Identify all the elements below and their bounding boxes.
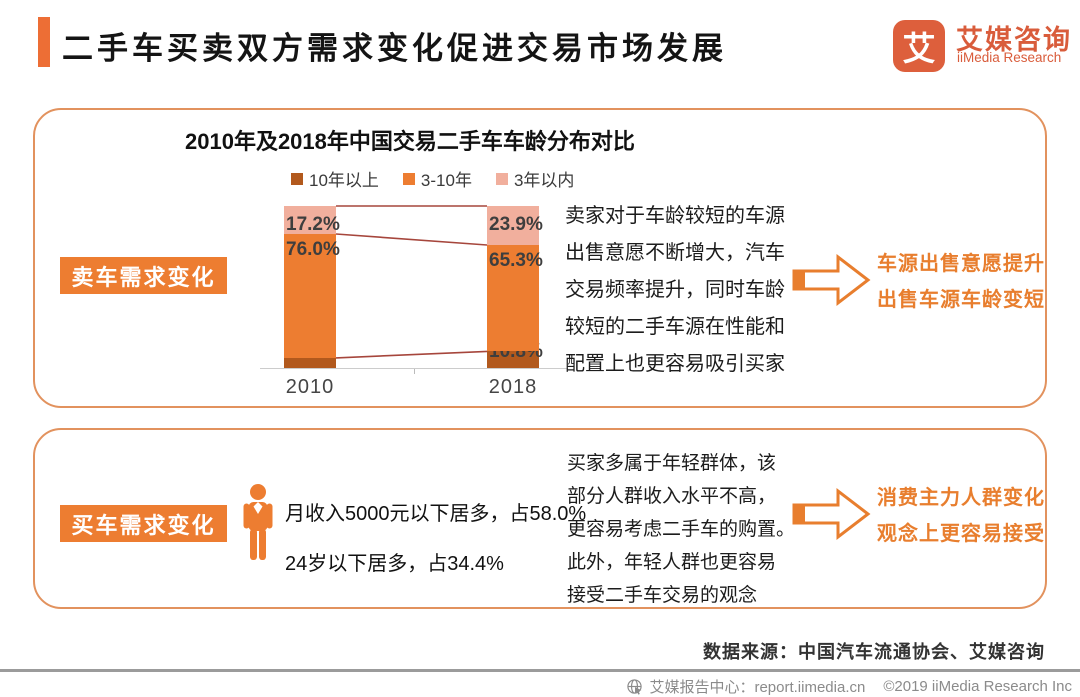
bar-value-label: 17.2%	[286, 214, 340, 235]
logo-name-cn: 艾媒咨询	[956, 25, 1072, 55]
tag-sell-demand: 卖车需求变化	[60, 257, 227, 294]
footer: 艾媒报告中心：report.iimedia.cn ©2019 iiMedia R…	[626, 676, 1072, 697]
right-arrow-icon	[792, 253, 871, 307]
bar-value-label: 76.0%	[286, 239, 340, 261]
text-line: 月收入5000元以下居多，占58.0%	[285, 503, 587, 525]
legend-swatch	[495, 172, 508, 185]
panel-sell-demand: 2010年及2018年中国交易二手车车龄分布对比 10年以上 3-10年 3年以内 …	[33, 108, 1047, 408]
iimedia-logo-icon: 艾	[893, 20, 945, 72]
category-label: 2018	[488, 376, 538, 398]
text-line: 接受二手车交易的观念	[567, 585, 758, 606]
chart-title: 2010年及2018年中国交易二手车车龄分布对比	[185, 129, 635, 154]
legend-item-10年以上: 10年以上	[291, 166, 379, 191]
bar-segment-2018-10年以上	[487, 351, 539, 369]
chart-legend: 10年以上 3-10年 3年以内	[291, 166, 574, 191]
right-arrow-icon	[792, 487, 871, 541]
logo-name-en: iiMedia Research	[957, 50, 1062, 65]
text-line: 更容易考虑二手车的购置。	[567, 519, 796, 540]
person-icon	[243, 484, 273, 560]
x-axis-line	[260, 368, 568, 369]
text-line: 观念上更容易接受	[877, 523, 1045, 545]
text-line: 买家多属于年轻群体，该	[567, 453, 777, 474]
data-source: 数据来源：中国汽车流通协会、艾媒咨询	[703, 642, 1045, 662]
legend-label: 10年以上	[309, 171, 379, 190]
legend-item-3-10年: 3-10年	[402, 166, 472, 191]
page-title: 二手车买卖双方需求变化促进交易市场发展	[62, 31, 727, 66]
legend-swatch	[402, 172, 415, 185]
copyright-text: ©2019 iiMedia Research Inc	[883, 678, 1072, 695]
bar-value-label: 23.9%	[489, 214, 543, 235]
report-center-text: 艾媒报告中心：report.iimedia.cn	[649, 679, 866, 696]
bar-value-label: 65.3%	[489, 249, 543, 271]
text-line: 配置上也更容易吸引买家	[565, 353, 785, 375]
category-label: 2010	[285, 376, 335, 398]
bar-segment-2018-3年以内	[487, 206, 539, 245]
buy-stats: 月收入5000元以下居多，占58.0% 24岁以下居多，占34.4%	[285, 498, 586, 598]
text-line: 24岁以下居多，占34.4%	[285, 553, 504, 575]
legend-item-3年以内: 3年以内	[495, 166, 575, 191]
bar-segment-2018-3-10年	[487, 244, 539, 352]
legend-swatch	[291, 172, 303, 185]
globe-icon	[627, 679, 643, 695]
text-line: 车源出售意愿提升	[877, 253, 1045, 275]
text-line: 较短的二手车源在性能和	[565, 316, 785, 338]
text-line: 此外，年轻人群也更容易	[567, 552, 777, 573]
text-line: 消费主力人群变化	[877, 487, 1045, 509]
title-accent-bar	[38, 17, 50, 67]
text-line: 卖家对于车龄较短的车源	[565, 205, 785, 227]
text-line: 交易频率提升，同时车龄	[565, 279, 785, 301]
sell-callout: 车源出售意愿提升 出售车源车龄变短	[877, 246, 1045, 318]
sell-description: 卖家对于车龄较短的车源 出售意愿不断增大，汽车 交易频率提升，同时车龄 较短的二手车源…	[565, 198, 785, 383]
report-center-group: 艾媒报告中心：report.iimedia.cn	[626, 676, 865, 697]
text-line: 出售车源车龄变短	[877, 289, 1045, 311]
x-axis-tick	[414, 369, 415, 374]
bar-segment-2010-3年以内	[284, 206, 336, 235]
legend-label: 3-10年	[420, 171, 472, 190]
bar-segment-2010-10年以上	[284, 357, 336, 369]
panel-buy-demand: 买车需求变化 月收入5000元以下居多，占58.0% 24岁以下居多，占34.4%…	[33, 428, 1047, 609]
legend-label: 3年以内	[513, 171, 575, 190]
buy-callout: 消费主力人群变化 观念上更容易接受	[877, 480, 1045, 552]
bar-segment-2010-3-10年	[284, 234, 336, 358]
text-line: 出售意愿不断增大，汽车	[565, 242, 785, 264]
logo-glyph: 艾	[902, 30, 936, 67]
text-line: 部分人群收入水平不高，	[567, 486, 777, 507]
bar-connector-lines	[336, 205, 487, 359]
buy-description: 买家多属于年轻群体，该 部分人群收入水平不高， 更容易考虑二手车的购置。 此外，年轻人…	[567, 447, 795, 612]
footer-divider	[0, 669, 1080, 672]
tag-buy-demand: 买车需求变化	[60, 505, 227, 542]
